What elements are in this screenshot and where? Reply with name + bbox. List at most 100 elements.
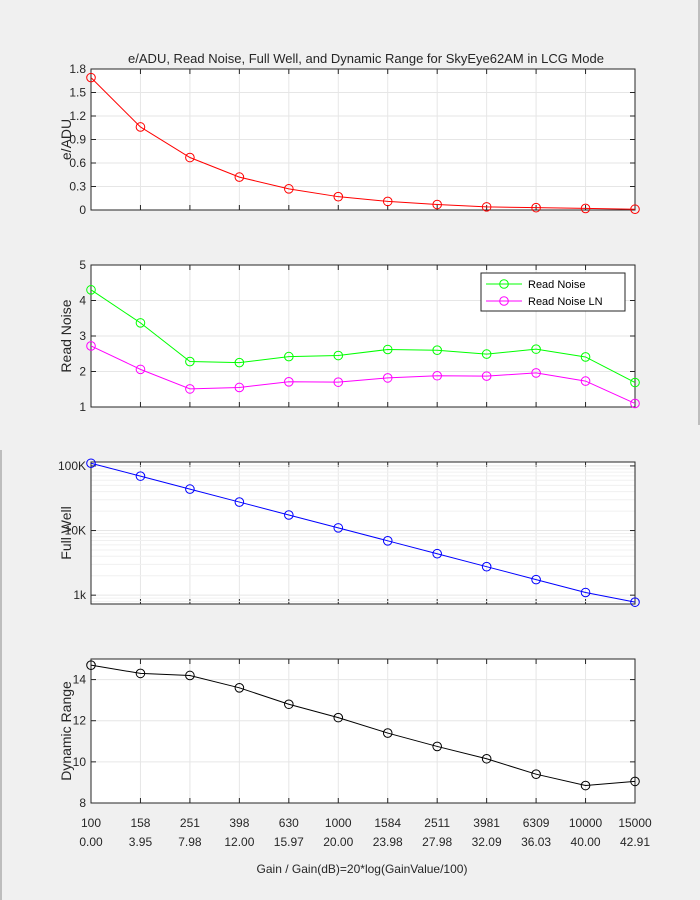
legend-entry: Read Noise bbox=[528, 279, 585, 291]
series-line bbox=[90, 289, 636, 383]
x-tick-label-db: 0.00 bbox=[79, 835, 103, 849]
x-tick-label-db: 40.00 bbox=[571, 835, 601, 849]
data-point bbox=[531, 769, 541, 780]
series-line bbox=[90, 77, 636, 210]
legend-marker bbox=[499, 279, 509, 289]
x-tick-label-gain: 158 bbox=[130, 816, 150, 830]
plot-area bbox=[91, 659, 635, 803]
y-tick-label: 2 bbox=[79, 365, 86, 379]
data-point bbox=[630, 597, 640, 607]
window-edge-bottom-left bbox=[0, 450, 2, 900]
data-point bbox=[333, 350, 344, 361]
x-axis-label: Gain / Gain(dB)=20*log(GainValue/100) bbox=[257, 862, 468, 876]
x-tick-label-db: 23.98 bbox=[373, 835, 403, 849]
axes-box bbox=[90, 264, 636, 408]
data-point bbox=[531, 202, 541, 213]
x-tick-label-gain: 6309 bbox=[523, 816, 550, 830]
y-tick-label: 14 bbox=[73, 673, 87, 687]
axes-box bbox=[90, 68, 636, 211]
x-tick-label-db: 32.09 bbox=[472, 835, 502, 849]
data-point bbox=[234, 382, 245, 393]
data-point bbox=[135, 122, 146, 132]
data-point bbox=[432, 548, 442, 559]
x-tick-label-gain: 100 bbox=[81, 816, 101, 830]
y-tick-label: 1k bbox=[73, 588, 87, 602]
data-point bbox=[234, 357, 245, 368]
data-point bbox=[580, 203, 591, 214]
y-tick-label: 10K bbox=[65, 524, 86, 538]
data-point bbox=[135, 471, 146, 481]
y-tick-label: 1 bbox=[79, 400, 86, 414]
data-point bbox=[531, 344, 541, 354]
data-point bbox=[185, 384, 195, 394]
data-point bbox=[481, 349, 492, 359]
data-point bbox=[234, 683, 245, 693]
data-point bbox=[284, 376, 294, 387]
data-point bbox=[630, 377, 640, 388]
x-tick-label-gain: 251 bbox=[180, 816, 200, 830]
y-tick-label: 0 bbox=[79, 203, 86, 217]
data-point bbox=[630, 776, 640, 787]
y-tick-label: 100K bbox=[58, 459, 86, 473]
data-point bbox=[86, 285, 96, 295]
y-tick-label: 10 bbox=[73, 755, 87, 769]
y-tick-label: 1.2 bbox=[69, 109, 86, 123]
data-point bbox=[86, 458, 96, 469]
series-line bbox=[90, 345, 636, 404]
data-point bbox=[382, 373, 393, 383]
x-tick-label-db: 27.98 bbox=[422, 835, 452, 849]
y-tick-label: 1.5 bbox=[69, 86, 86, 100]
x-tick-label-gain: 630 bbox=[279, 816, 299, 830]
y-tick-label: 0.9 bbox=[69, 133, 86, 147]
data-point bbox=[333, 191, 344, 202]
y-tick-label: 0.3 bbox=[69, 180, 86, 194]
x-tick-label-gain: 10000 bbox=[569, 816, 603, 830]
data-point bbox=[333, 377, 344, 387]
y-axis-label: e/ADU bbox=[58, 119, 74, 160]
x-tick-label-gain: 15000 bbox=[618, 816, 652, 830]
x-tick-label-db: 3.95 bbox=[129, 835, 153, 849]
data-point bbox=[86, 341, 96, 351]
axes-box bbox=[90, 461, 636, 605]
subplot-1: 0 0.3 0.6 0.9 1.2 1.5 1.8 e/ADU bbox=[58, 62, 640, 217]
plot-area bbox=[91, 462, 635, 604]
x-tick-label-db: 20.00 bbox=[323, 835, 353, 849]
x-tick-label-db: 15.97 bbox=[274, 835, 304, 849]
data-point bbox=[432, 370, 442, 381]
y-tick-label: 4 bbox=[79, 294, 86, 308]
y-tick-label: 8 bbox=[79, 796, 86, 810]
data-point bbox=[333, 712, 344, 723]
data-point bbox=[284, 184, 294, 194]
x-tick-label-gain: 1000 bbox=[325, 816, 352, 830]
legend-marker bbox=[499, 296, 509, 306]
data-point bbox=[185, 152, 195, 163]
y-tick-label: 0.6 bbox=[69, 156, 86, 170]
data-point bbox=[481, 753, 492, 764]
x-tick-label-gain: 2511 bbox=[424, 816, 450, 830]
data-point bbox=[531, 368, 541, 378]
x-tick-label-gain: 3981 bbox=[473, 816, 500, 830]
data-point bbox=[481, 371, 492, 381]
data-point bbox=[432, 345, 442, 356]
data-point bbox=[135, 668, 146, 679]
data-point bbox=[580, 376, 591, 386]
chart-title: e/ADU, Read Noise, Full Well, and Dynami… bbox=[128, 51, 604, 66]
series-line bbox=[90, 462, 636, 603]
data-point bbox=[382, 535, 393, 546]
y-axis-label: Read Noise bbox=[58, 299, 74, 372]
x-tick-label-db: 36.03 bbox=[521, 835, 551, 849]
y-tick-label: 1.8 bbox=[69, 62, 86, 76]
data-point bbox=[531, 574, 541, 585]
data-point bbox=[135, 364, 146, 375]
y-axis-label: Full Well bbox=[58, 506, 74, 559]
data-point bbox=[432, 199, 442, 210]
window-edge-top-right bbox=[698, 0, 700, 425]
data-point bbox=[333, 523, 344, 533]
data-point bbox=[630, 204, 640, 215]
data-point bbox=[284, 699, 294, 710]
data-point bbox=[234, 497, 245, 507]
x-tick-label-gain: 398 bbox=[229, 816, 249, 830]
axes-box bbox=[90, 658, 636, 804]
